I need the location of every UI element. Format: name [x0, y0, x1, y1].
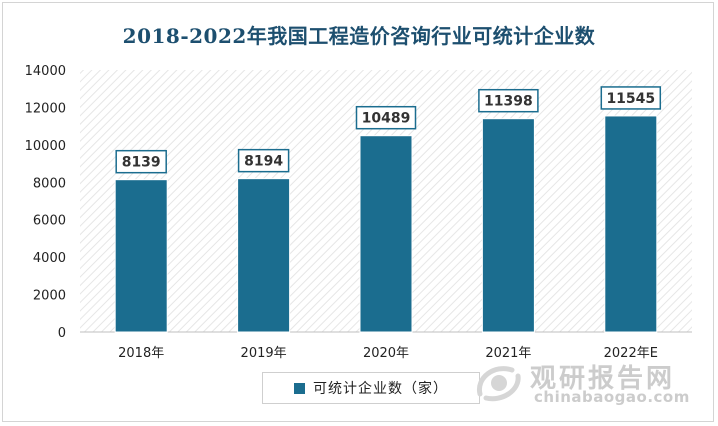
chart-title: 2018-2022年我国工程造价咨询行业可统计企业数 — [122, 24, 596, 48]
watermark-domain: chinabaogao.com — [534, 388, 690, 406]
y-tick-label: 0 — [58, 326, 66, 341]
data-label: 8194 — [244, 154, 283, 170]
bar — [114, 179, 168, 333]
bar — [237, 178, 291, 333]
data-label: 8139 — [122, 155, 161, 171]
legend-label: 可统计企业数（家） — [313, 381, 448, 397]
data-label-box — [478, 88, 539, 113]
bar — [604, 115, 658, 333]
data-label-box — [237, 148, 290, 173]
y-tick-label: 8000 — [33, 176, 66, 191]
bar-series — [114, 115, 658, 333]
watermark-logo-icon — [476, 366, 521, 402]
y-tick-label: 2000 — [33, 289, 66, 304]
y-tick-label: 14000 — [25, 64, 66, 79]
data-label-box — [600, 86, 662, 110]
data-labels: 8139 8194 10489 11398 11545 — [115, 86, 662, 174]
data-label: 10489 — [362, 111, 411, 127]
legend-swatch — [294, 382, 305, 394]
data-label: 11545 — [606, 91, 655, 107]
legend: 可统计企业数（家） — [262, 372, 480, 404]
bar — [481, 118, 535, 333]
bar — [359, 135, 413, 333]
y-tick-label: 4000 — [33, 251, 66, 266]
data-label: 11398 — [484, 94, 533, 110]
x-tick-label: 2020年 — [363, 346, 409, 361]
x-tick-label: 2022年E — [604, 346, 658, 361]
y-tick-label: 6000 — [33, 214, 66, 229]
x-tick-label: 2021年 — [485, 346, 531, 361]
x-tick-label: 2018年 — [118, 346, 164, 361]
y-tick-label: 12000 — [25, 101, 66, 116]
y-axis: 0 2000 4000 6000 8000 10000 12000 14000 — [25, 64, 66, 341]
watermark: 观研报告网 chinabaogao.com — [472, 354, 712, 410]
x-tick-label: 2019年 — [241, 346, 287, 361]
watermark-name: 观研报告网 — [530, 364, 676, 394]
y-tick-label: 10000 — [25, 139, 66, 154]
data-label-box — [115, 149, 167, 174]
data-label-box — [355, 105, 417, 130]
